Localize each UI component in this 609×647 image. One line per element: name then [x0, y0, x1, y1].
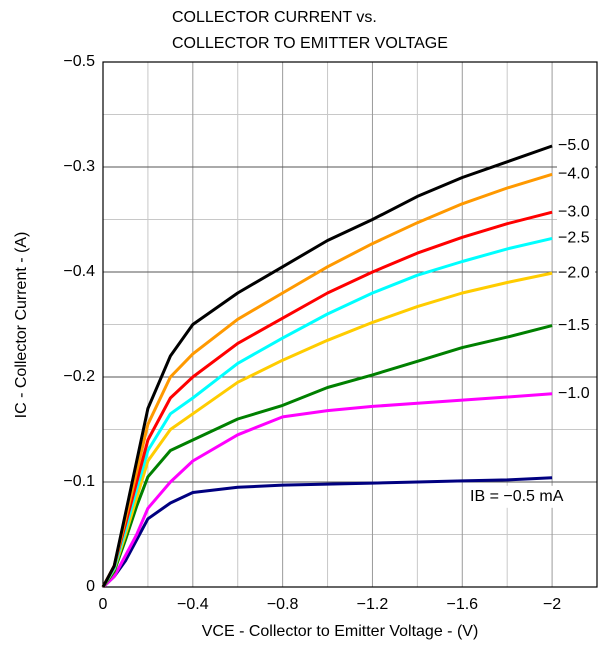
label-background — [557, 164, 595, 185]
series-label: −4.0 — [558, 166, 590, 183]
x-tick-label: −1.2 — [357, 596, 389, 613]
y-tick-label: 0 — [86, 578, 95, 595]
plot-frame — [102, 61, 598, 588]
series-label: −5.0 — [558, 137, 590, 154]
label-background — [557, 383, 595, 404]
x-tick-label: −0.8 — [267, 596, 299, 613]
y-axis-label: IC - Collector Current - (A) — [13, 232, 30, 419]
series-label: −2.5 — [558, 230, 590, 247]
x-tick-label: −2 — [543, 596, 561, 613]
series-label: −3.0 — [558, 203, 590, 220]
y-tick-label: −0.5 — [63, 53, 95, 70]
y-tick-label: −0.2 — [63, 368, 95, 385]
series-line — [101, 271, 553, 588]
label-background — [557, 315, 595, 336]
series-line — [101, 392, 553, 589]
series-label: −1.5 — [558, 317, 590, 334]
label-background — [557, 228, 595, 249]
x-tick-label: −0.4 — [177, 596, 209, 613]
series-label: −1.0 — [558, 385, 590, 402]
chart-title: COLLECTOR CURRENT vs. — [172, 9, 377, 26]
y-tick-label: −0.1 — [63, 473, 95, 490]
x-axis-label: VCE - Collector to Emitter Voltage - (V) — [202, 623, 479, 640]
series-line — [101, 144, 553, 588]
x-tick-label: −1.6 — [446, 596, 478, 613]
series-line — [101, 476, 553, 589]
series-label: IB = −0.5 mA — [470, 488, 564, 505]
label-background — [465, 485, 587, 508]
series-line — [101, 324, 553, 588]
label-background — [557, 202, 595, 223]
y-tick-label: −0.4 — [63, 263, 95, 280]
x-tick-label: 0 — [99, 596, 108, 613]
series-label: −2.0 — [558, 264, 590, 281]
chart-title: COLLECTOR TO EMITTER VOLTAGE — [172, 35, 448, 52]
label-background — [557, 136, 595, 156]
series-line — [101, 236, 553, 588]
label-background — [557, 263, 595, 284]
series-line — [101, 210, 553, 588]
y-tick-label: −0.3 — [63, 158, 95, 175]
